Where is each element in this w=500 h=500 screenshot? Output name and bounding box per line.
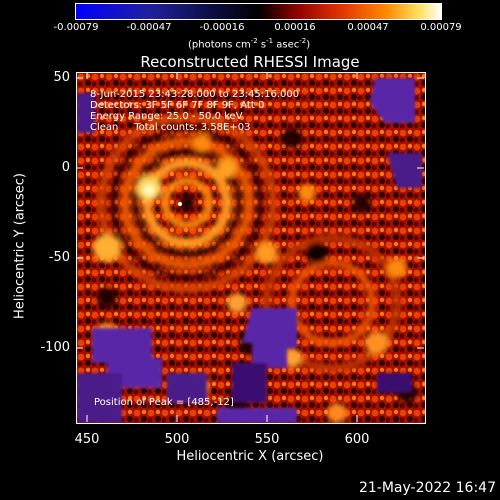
y-axis-label: Heliocentric Y (arcsec) [12,173,28,319]
colorbar-tick: 0.00079 [420,22,462,33]
colorbar-tick: -0.00047 [126,22,172,33]
x-tick: 600 [344,432,370,447]
info-counts: Clean Total counts: 3.58E+03 [90,122,251,133]
y-tick: -100 [40,340,70,355]
x-axis-label: Heliocentric X (arcsec) [176,449,324,464]
colorbar-unit: (photons cm-2 s-1 asec-2) [188,37,311,51]
x-tick: 450 [74,432,100,447]
colorbar-tick: 0.00016 [274,22,316,33]
colorbar-tick: -0.00016 [199,22,245,33]
y-tick: 0 [61,160,70,175]
colorbar-tick: -0.00079 [53,22,99,33]
info-time-range: 8-Jun-2015 23:43:28.000 to 23:45:16.000 [90,89,300,100]
peak-marker [178,202,182,206]
y-tick: -50 [48,250,70,265]
y-tick: 50 [53,70,70,85]
info-energy-range: Energy Range: 25.0 - 50.0 keV [90,111,243,122]
colorbar [75,3,442,20]
plot-title: Reconstructed RHESSI Image [140,53,360,71]
peak-position: Position of Peak = [485,-12] [94,397,234,408]
info-detectors: Detectors: 3F 5F 6F 7F 8F 9F, Att 0 [90,100,265,111]
rhessi-image [77,73,425,423]
axis-ticks [76,72,424,422]
x-tick: 550 [254,432,280,447]
colorbar-tick: 0.00047 [347,22,389,33]
x-tick: 500 [164,432,190,447]
plot-frame [76,72,426,424]
timestamp: 21-May-2022 16:47 [358,480,496,496]
